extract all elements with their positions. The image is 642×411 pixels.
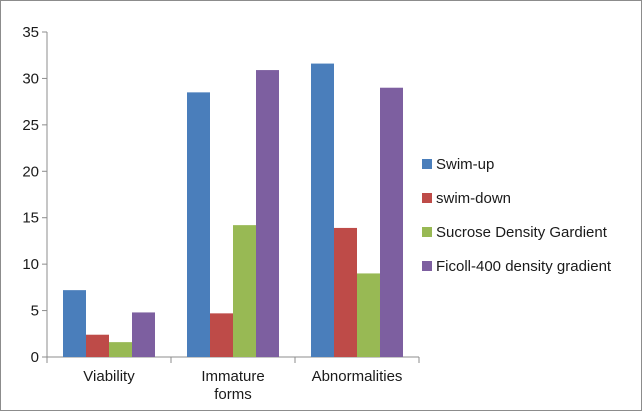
- y-tick-label: 35: [22, 24, 39, 41]
- x-tick-label: Abnormalities: [312, 368, 403, 385]
- bar-ficoll-400-density-gradient-1: [256, 70, 279, 358]
- legend-label: Sucrose Density Gardient: [436, 224, 608, 241]
- legend-label: Ficoll-400 density gradient: [436, 258, 612, 275]
- bar-ficoll-400-density-gradient-2: [380, 87, 403, 357]
- y-tick-label: 0: [31, 349, 39, 366]
- legend-swatch: [422, 159, 432, 169]
- bar-swim-up-1: [187, 92, 210, 357]
- y-tick-label: 5: [31, 303, 39, 320]
- bar-sucrose-density-gardient-2: [357, 273, 380, 357]
- y-tick-label: 25: [22, 117, 39, 134]
- y-tick-label: 10: [22, 256, 39, 273]
- y-tick-label: 20: [22, 163, 39, 180]
- bar-swim-up-2: [311, 63, 334, 357]
- x-tick-label: forms: [214, 386, 252, 403]
- y-axis-ticks: 0 5 10 15 20 25 30 35: [22, 24, 47, 366]
- x-tick-label: Viability: [83, 368, 135, 385]
- y-tick-label: 15: [22, 210, 39, 227]
- legend-swatch: [422, 193, 432, 203]
- bar-sucrose-density-gardient-0: [109, 342, 132, 357]
- bar-ficoll-400-density-gradient-0: [132, 312, 155, 357]
- bars: [63, 63, 403, 358]
- legend-label: swim-down: [436, 190, 511, 207]
- bar-sucrose-density-gardient-1: [233, 225, 256, 357]
- bar-swim-up-0: [63, 290, 86, 357]
- legend-label: Swim-up: [436, 156, 494, 173]
- bar-swim-down-2: [334, 227, 357, 357]
- legend-swatch: [422, 227, 432, 237]
- legend: Swim-up swim-down Sucrose Density Gardient…: [422, 156, 612, 275]
- x-tick-label: Immature: [201, 368, 264, 385]
- legend-swatch: [422, 261, 432, 271]
- bar-swim-down-0: [86, 334, 109, 357]
- bar-swim-down-1: [210, 313, 233, 357]
- y-tick-label: 30: [22, 70, 39, 87]
